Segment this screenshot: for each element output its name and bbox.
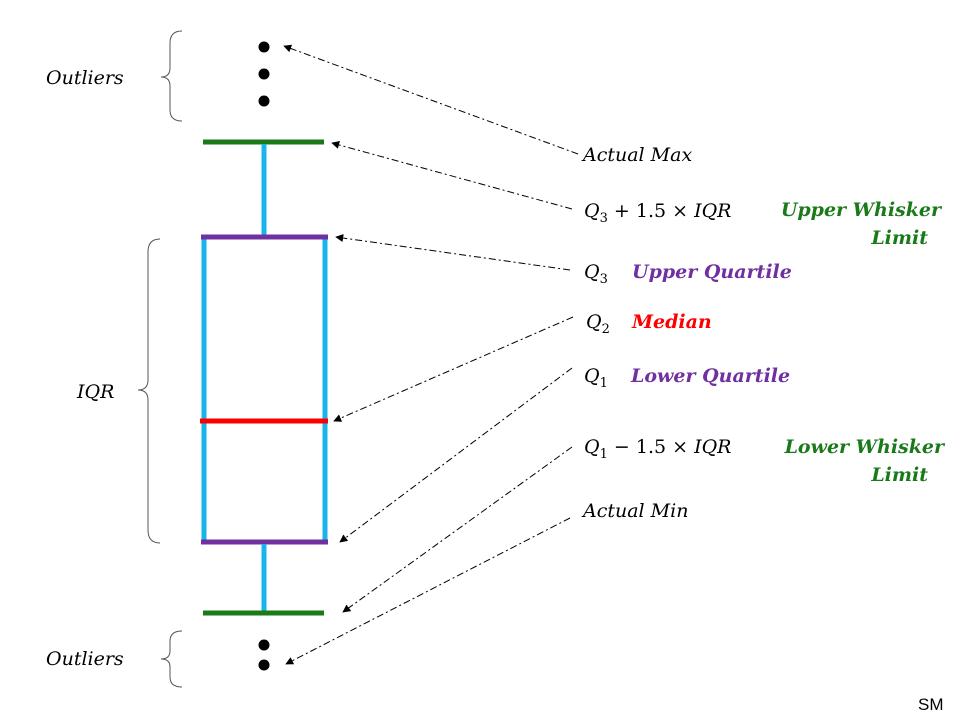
box-plot — [200, 41, 328, 671]
q3-q: Q — [584, 261, 600, 283]
upper-formula-rest: + 1.5 × — [608, 200, 694, 222]
arrow-lower-quartile — [339, 367, 573, 543]
lower-whisker-formula: Q1 − 1.5 × IQR — [584, 436, 731, 462]
signature: SM — [918, 695, 944, 714]
outliers-bottom-label: Outliers — [46, 648, 124, 670]
q2-symbol: Q2 — [586, 311, 610, 337]
lower-whisker-limit-line1: Lower Whisker — [784, 436, 946, 458]
lower-whisker-limit-line2: Limit — [870, 464, 928, 486]
upper-formula-q: Q — [584, 200, 600, 222]
q1-sub: 1 — [600, 376, 608, 391]
q3-symbol: Q3 — [584, 261, 608, 287]
brace-iqr — [137, 238, 161, 544]
upper-formula-sub: 3 — [600, 211, 608, 226]
upper-whisker-limit-line2: Limit — [870, 227, 928, 249]
braces — [137, 30, 183, 688]
lower-formula-iqr: IQR — [693, 436, 731, 458]
actual-max-label: Actual Max — [581, 144, 692, 166]
lower-formula-sub: 1 — [600, 447, 608, 462]
upper-whisker-limit-line1: Upper Whisker — [781, 199, 943, 221]
q1-q: Q — [584, 365, 600, 387]
median-label: Median — [631, 311, 712, 333]
pointer-arrows — [283, 44, 579, 665]
iqr-label: IQR — [76, 381, 114, 403]
q2-q: Q — [586, 311, 602, 333]
outlier-dot-top-2 — [258, 68, 270, 80]
lower-formula-rest: − 1.5 × — [608, 436, 694, 458]
brace-outliers-bottom — [160, 630, 183, 688]
outlier-dot-bottom-2 — [258, 659, 270, 671]
outlier-dot-bottom-1 — [258, 639, 270, 651]
outlier-dot-top-1 — [258, 41, 270, 53]
arrow-upper-quartile — [335, 234, 571, 271]
actual-min-label: Actual Min — [581, 500, 688, 522]
upper-formula-iqr: IQR — [693, 200, 731, 222]
arrow-median — [333, 316, 574, 422]
arrow-upper-whisker-limit — [331, 141, 573, 210]
outlier-dot-top-3 — [258, 95, 270, 107]
q2-sub: 2 — [602, 322, 610, 337]
brace-outliers-top — [160, 30, 183, 122]
upper-whisker-formula: Q3 + 1.5 × IQR — [584, 200, 731, 226]
lower-formula-q: Q — [584, 436, 600, 458]
q3-sub: 3 — [600, 272, 608, 287]
upper-quartile-label: Upper Quartile — [632, 261, 792, 283]
arrow-actual-min — [285, 517, 571, 665]
lower-quartile-label: Lower Quartile — [630, 365, 790, 387]
arrow-lower-whisker-limit — [342, 446, 573, 613]
outliers-top-label: Outliers — [46, 67, 124, 89]
q1-symbol: Q1 — [584, 365, 608, 391]
arrow-actual-max — [283, 44, 579, 155]
